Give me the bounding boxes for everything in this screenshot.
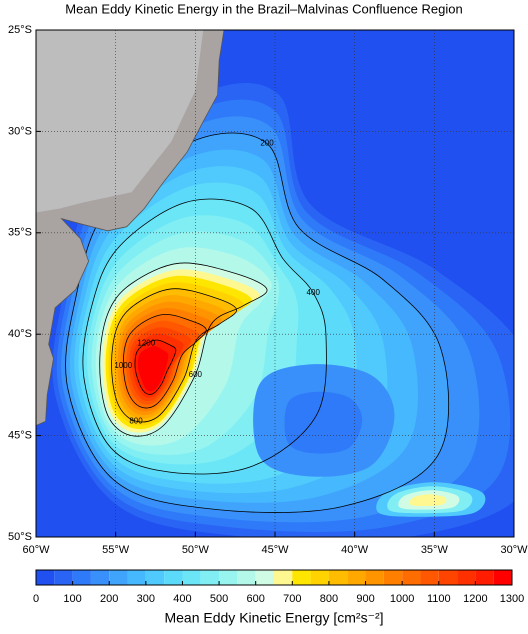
colorbar-swatch	[475, 570, 494, 585]
x-tick-label: 30°W	[500, 544, 528, 556]
contour-label: 1000	[114, 361, 132, 370]
colorbar-swatch	[127, 570, 146, 585]
colorbar-tick-label: 200	[100, 593, 118, 605]
eke-level-region	[409, 494, 447, 506]
colorbar-swatch	[200, 570, 220, 585]
map-title: Mean Eddy Kinetic Energy in the Brazil–M…	[65, 1, 462, 16]
colorbar-swatch	[328, 570, 348, 585]
colorbar-tick-label: 1300	[500, 593, 524, 605]
x-tick-label: 40°W	[341, 544, 369, 556]
colorbar-swatch	[255, 570, 274, 585]
colorbar-tick-label: 1100	[427, 593, 451, 605]
contour-line	[134, 339, 177, 395]
contour-line	[82, 198, 327, 475]
colorbar-tick-label: 700	[283, 593, 301, 605]
y-tick-label: 25°S	[8, 24, 32, 36]
y-tick-label: 35°S	[8, 227, 32, 239]
eke-level-region	[137, 346, 169, 392]
colorbar-swatch	[438, 570, 458, 585]
x-tick-label: 50°W	[182, 544, 210, 556]
y-tick-label: 45°S	[8, 430, 32, 442]
colorbar-swatch	[457, 570, 476, 585]
colorbar-tick-label: 400	[173, 593, 191, 605]
plot-area: 200 400 600 800 1000 1200	[36, 30, 514, 537]
y-tick-label: 40°S	[8, 328, 32, 340]
colorbar-swatch	[36, 570, 55, 585]
colorbar-swatch	[402, 570, 421, 585]
contour-label: 1200	[137, 339, 155, 348]
colorbar-swatch	[72, 570, 91, 585]
colorbar-swatch	[145, 570, 165, 585]
colorbar-tick-label: 800	[320, 593, 338, 605]
colorbar-swatch	[219, 570, 238, 585]
x-tick-label: 45°W	[261, 544, 289, 556]
colorbar-swatch	[237, 570, 256, 585]
colorbar-swatch	[109, 570, 128, 585]
colorbar-tick-label: 900	[356, 593, 374, 605]
colorbar-swatch	[54, 570, 73, 585]
contour-label: 200	[260, 139, 274, 148]
colorbar-swatch	[365, 570, 384, 585]
colorbar-swatch	[182, 570, 201, 585]
colorbar-tick-label: 1000	[390, 593, 414, 605]
colorbar-swatch	[164, 570, 183, 585]
colorbar-label: Mean Eddy Kinetic Energy [cm²s⁻²]	[164, 610, 383, 626]
colorbar-tick-label: 500	[210, 593, 228, 605]
x-tick-label: 55°W	[102, 544, 130, 556]
y-tick-label: 30°S	[8, 125, 32, 137]
x-tick-label: 35°W	[421, 544, 449, 556]
eke-level-region	[284, 391, 363, 454]
plot-frame	[35, 29, 515, 538]
colorbar-tick-label: 0	[33, 593, 39, 605]
colorbar-tick-label: 1200	[463, 593, 487, 605]
x-tick-label: 60°W	[22, 544, 50, 556]
contour-line	[122, 313, 207, 409]
colorbar-tick-label: 600	[247, 593, 265, 605]
colorbar-tick-label: 100	[63, 593, 81, 605]
contour-label: 600	[189, 370, 203, 379]
colorbar-swatch	[292, 570, 311, 585]
colorbar-swatch	[274, 570, 293, 585]
contour-line	[111, 288, 238, 423]
colorbar-swatch	[383, 570, 403, 585]
land-interior	[36, 30, 204, 213]
contour-label: 400	[307, 288, 321, 297]
colorbar-swatch	[493, 570, 512, 585]
y-tick-label: 50°S	[8, 531, 32, 543]
colorbar-swatch	[420, 570, 439, 585]
colorbar-frame	[35, 569, 513, 586]
colorbar-swatch	[347, 570, 366, 585]
colorbar-tick-label: 300	[137, 593, 155, 605]
contour-line	[99, 262, 268, 437]
contour-label: 800	[129, 416, 143, 425]
colorbar-swatch	[310, 570, 329, 585]
colorbar-swatch	[90, 570, 110, 585]
